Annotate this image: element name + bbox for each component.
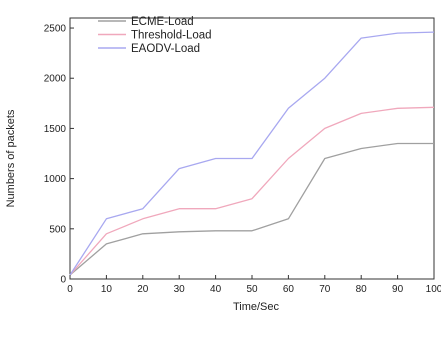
- y-tick-label: 1000: [44, 174, 67, 185]
- plot-frame: [69, 17, 435, 280]
- legend-label: Threshold-Load: [131, 30, 212, 42]
- legend-label: EAODV-Load: [131, 43, 200, 55]
- legend-label: ECME-Load: [131, 16, 194, 28]
- x-tick-label: 40: [210, 284, 222, 295]
- y-axis-label: Numbers of packets: [5, 109, 17, 207]
- x-tick-label: 0: [67, 284, 73, 295]
- y-tick-label: 2500: [44, 24, 67, 35]
- series-line: [69, 31, 435, 276]
- series-line: [69, 142, 434, 276]
- x-tick-label: 100: [426, 284, 441, 295]
- x-tick-label: 60: [283, 284, 295, 295]
- x-tick-label: 20: [137, 284, 149, 295]
- x-tick-label: 30: [174, 284, 186, 295]
- x-tick-label: 50: [246, 284, 258, 295]
- y-tick-label: 500: [49, 224, 66, 235]
- x-tick-label: 10: [101, 284, 113, 295]
- x-tick-label: 80: [356, 284, 368, 295]
- x-tick-label: 90: [392, 284, 404, 295]
- axes-layer: 0 10 20 30 40 50 60 70 80 90 100050010001500200025…: [44, 24, 441, 295]
- series-line: [69, 106, 435, 276]
- y-tick-label: 0: [60, 275, 66, 286]
- y-tick-label: 2000: [44, 74, 67, 85]
- plot-area: [69, 17, 435, 280]
- x-axis-label: Time/Sec: [233, 301, 280, 313]
- y-tick-label: 1500: [44, 124, 67, 135]
- series-layer: [69, 31, 435, 276]
- x-tick-label: 70: [319, 284, 331, 295]
